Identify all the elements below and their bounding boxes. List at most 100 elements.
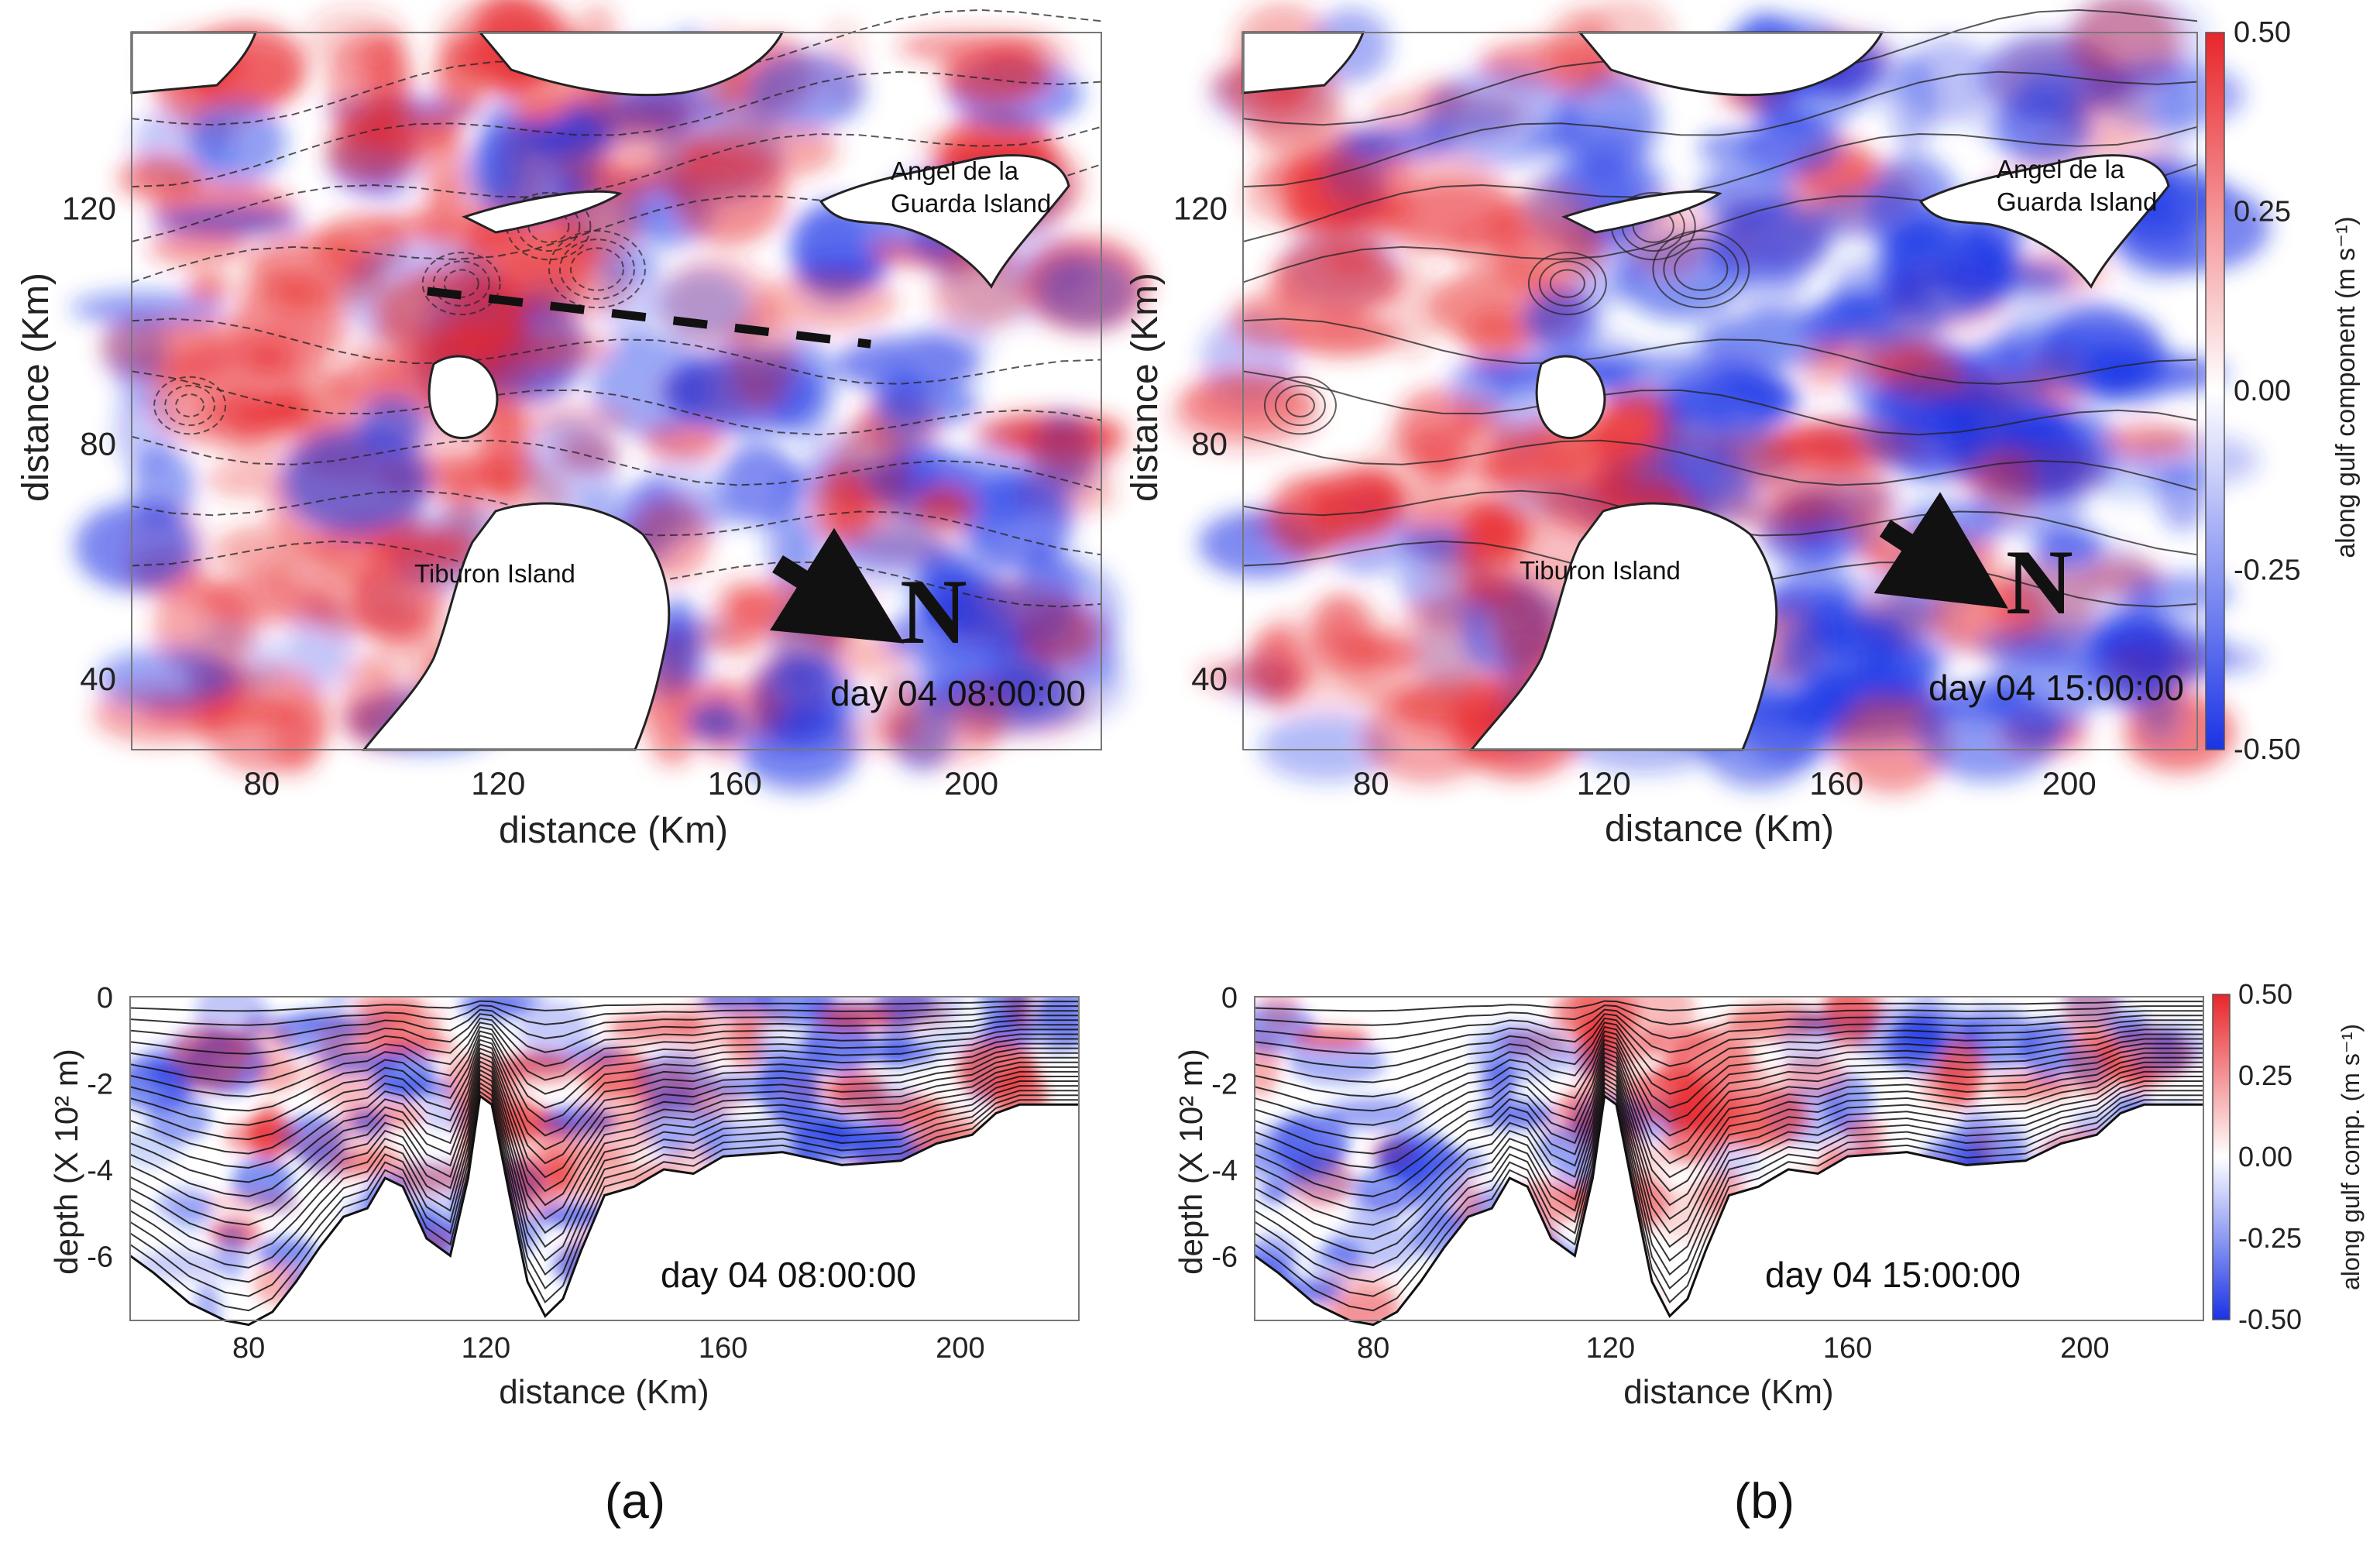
x-tick-label: 120 xyxy=(462,1332,510,1365)
section-b-axis-ticks: 80 120 160 200 0 -2 -4 -6 xyxy=(1211,982,2109,1365)
colorbar-tick-label: 0.25 xyxy=(2234,196,2291,228)
velocity-blob xyxy=(1461,498,1518,605)
sigma-layer xyxy=(130,1000,1079,1012)
colorbar-tick-label: -0.50 xyxy=(2234,733,2301,766)
map-a-coastline xyxy=(130,31,1070,751)
section-panel-a: day 04 08:00:00 80 120 160 200 0 -2 -4 -6 dista… xyxy=(48,982,1080,1411)
map-a-small-island-shape xyxy=(428,355,499,440)
sigma-layer xyxy=(1255,1056,2203,1197)
y-tick-label: 40 xyxy=(1191,661,1228,697)
map-b-frame xyxy=(1242,32,2198,750)
velocity-blob xyxy=(1523,122,1643,155)
sigma-layer xyxy=(130,1052,1079,1183)
velocity-blob xyxy=(96,648,235,710)
velocity-blob xyxy=(1523,289,1599,351)
velocity-blob xyxy=(672,142,788,246)
velocity-blob xyxy=(896,30,1049,64)
eddy-contour xyxy=(1285,393,1315,417)
velocity-blob xyxy=(2156,459,2210,531)
velocity-blob xyxy=(2151,67,2196,158)
velocity-blob xyxy=(252,1056,302,1092)
sigma-layer xyxy=(130,1081,1079,1283)
eddy-contour xyxy=(1663,239,1739,300)
velocity-blob xyxy=(2063,0,2209,87)
velocity-blob xyxy=(954,680,1011,749)
velocity-blob xyxy=(1283,192,1415,232)
y-tick-label: 120 xyxy=(1173,191,1228,227)
velocity-blob xyxy=(100,314,238,382)
velocity-blob xyxy=(787,691,886,726)
map-a-islet-shape xyxy=(462,190,623,234)
x-tick-label: 160 xyxy=(1809,765,1863,802)
velocity-blob xyxy=(132,448,195,524)
velocity-blob xyxy=(1730,498,1876,534)
x-tick-label: 160 xyxy=(699,1332,747,1365)
velocity-blob xyxy=(872,382,981,427)
map-b-mainland-shape xyxy=(1242,31,1365,94)
y-tick-label: 0 xyxy=(1221,982,1238,1015)
y-tick-label: 120 xyxy=(62,191,116,227)
velocity-blob xyxy=(878,673,919,745)
x-tick-label: 80 xyxy=(232,1332,265,1365)
velocity-blob xyxy=(1037,253,1138,330)
velocity-blob xyxy=(1288,1040,1386,1084)
y-tick-label: 80 xyxy=(80,425,116,462)
sigma-layer xyxy=(130,1069,1079,1241)
map-a-mainland-shape xyxy=(130,31,258,94)
map-b-depth-contours xyxy=(1242,9,2198,608)
velocity-blob xyxy=(1695,347,1780,390)
colorbar-tick-label: 0.00 xyxy=(2234,375,2291,407)
sigma-layer xyxy=(1255,1064,2203,1226)
section-b-sigma-layers xyxy=(1255,1000,2203,1312)
x-tick-label: 160 xyxy=(708,765,762,802)
map-b-angel-island-shape xyxy=(1918,154,2170,289)
velocity-blob xyxy=(2038,307,2165,399)
sigma-layer xyxy=(130,1022,1079,1083)
x-tick-label: 120 xyxy=(471,765,525,802)
eddy-contour xyxy=(1263,376,1337,435)
section-a-bathymetry-line xyxy=(129,1094,1079,1327)
y-tick-label: -4 xyxy=(1211,1155,1238,1187)
colorbar-tick-label: 0.50 xyxy=(2234,16,2291,49)
map-a-ylabel: distance (Km) xyxy=(15,273,57,502)
velocity-blob xyxy=(518,1001,591,1063)
velocity-blob xyxy=(754,272,898,331)
velocity-blob xyxy=(1709,197,1848,257)
eddy-contour xyxy=(1527,252,1607,316)
velocity-blob xyxy=(1487,208,1531,262)
depth-contour xyxy=(1242,125,2198,242)
velocity-blob xyxy=(1994,91,2093,167)
velocity-blob xyxy=(1966,1002,1997,1059)
section-b-frame xyxy=(1254,996,2204,1321)
velocity-blob xyxy=(363,531,474,566)
y-tick-label: -6 xyxy=(1211,1241,1238,1273)
velocity-blob xyxy=(931,259,1029,329)
velocity-blob xyxy=(1412,1165,1468,1206)
velocity-blob xyxy=(1283,315,1399,356)
velocity-blob xyxy=(917,577,1016,629)
y-tick-label: 80 xyxy=(1191,425,1228,462)
depth-contour xyxy=(1242,435,2198,491)
x-tick-label: 80 xyxy=(244,765,280,802)
velocity-blob xyxy=(70,290,226,326)
velocity-blob xyxy=(1739,246,1805,321)
depth-contour xyxy=(131,489,1102,556)
colorbar-tick-label: -0.25 xyxy=(2234,555,2301,587)
velocity-blob xyxy=(914,486,975,527)
map-a-transect-line xyxy=(427,287,871,349)
velocity-blob xyxy=(1545,8,1616,98)
depth-contour xyxy=(131,318,1102,385)
velocity-blob xyxy=(638,1050,712,1107)
x-tick-label: 120 xyxy=(1577,765,1631,802)
velocity-blob xyxy=(74,502,197,592)
section-a-frame xyxy=(129,996,1080,1321)
sigma-layer xyxy=(1255,1043,2203,1155)
map-b-colorbar-ticks: 0.50 0.25 0.00 -0.25 -0.50 xyxy=(2234,16,2301,766)
velocity-blob xyxy=(1028,442,1112,485)
velocity-blob xyxy=(746,52,866,131)
colorbar-tick-label: -0.50 xyxy=(2238,1303,2302,1335)
y-tick-label: -6 xyxy=(87,1241,113,1273)
sigma-layer xyxy=(1255,1086,2203,1297)
sigma-layer xyxy=(1255,1004,2203,1026)
map-a-axis-ticks: 80 120 160 200 40 80 120 xyxy=(62,191,998,802)
